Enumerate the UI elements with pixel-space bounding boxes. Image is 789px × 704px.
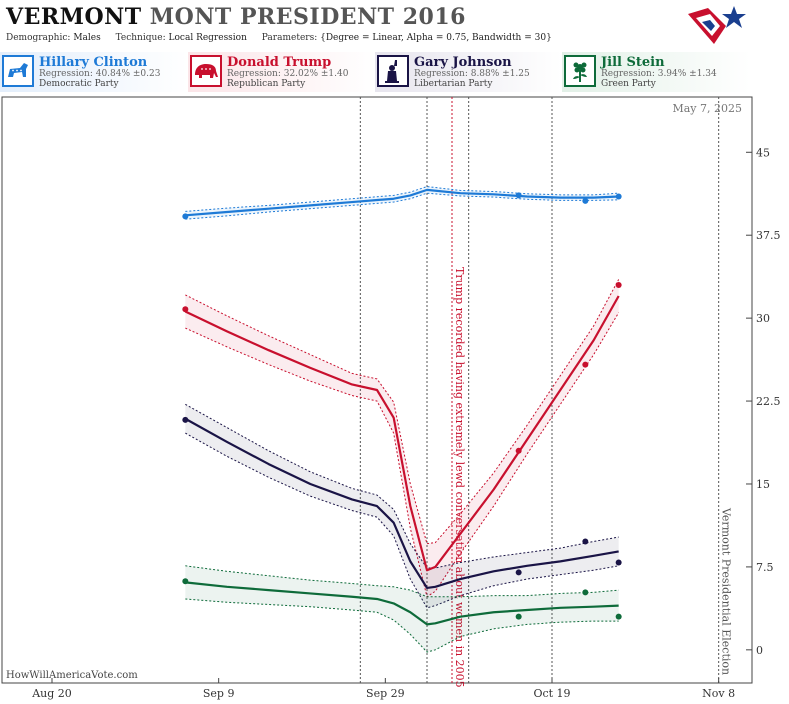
confidence-band — [185, 404, 619, 608]
watermark: HowWillAmericaVote.com — [6, 670, 138, 681]
confidence-band — [185, 186, 619, 220]
title-state: VERMONT — [6, 4, 142, 30]
candidate-regression: Regression: 3.94% ±1.34 — [601, 69, 717, 79]
poll-point — [515, 192, 522, 199]
x-tick-label: Sep 29 — [366, 687, 405, 700]
poll-point — [182, 578, 189, 585]
poll-point — [582, 361, 589, 368]
donkey-icon — [2, 55, 34, 87]
candidate-party: Libertarian Party — [414, 79, 493, 89]
flower-icon — [564, 55, 596, 87]
y-tick-label: 30 — [756, 312, 770, 325]
y-tick-label: 15 — [756, 478, 770, 491]
technique-value: Local Regression — [168, 33, 247, 43]
candidate-regression: Regression: 32.02% ±1.40 — [227, 69, 349, 79]
candidate-card-johnson: Gary Johnson Regression: 8.88% ±1.25 Lib… — [375, 52, 563, 92]
series-line — [185, 188, 619, 217]
elephant-icon — [190, 55, 222, 87]
y-tick-label: 22.5 — [756, 395, 781, 408]
poll-point — [515, 613, 522, 620]
y-tick-label: 7.5 — [756, 561, 774, 574]
confidence-band — [185, 279, 619, 597]
band-upper — [185, 565, 619, 598]
poll-point — [582, 538, 589, 545]
plot-frame — [1, 96, 753, 684]
title-rest: MONT PRESIDENT 2016 — [149, 4, 466, 30]
candidate-party: Democratic Party — [39, 79, 119, 89]
candidate-card-trump: Donald Trump Regression: 32.02% ±1.40 Re… — [188, 52, 376, 92]
y-tick-label: 0 — [756, 644, 763, 657]
x-tick-label: Nov 8 — [702, 687, 735, 700]
event-label: Trump recorded having extremely lewd con… — [453, 267, 466, 688]
parameters-value: {Degree = Linear, Alpha = 0.75, Bandwidt… — [320, 33, 552, 43]
poll-point — [615, 281, 622, 288]
band-lower — [185, 312, 620, 598]
candidate-name: Gary Johnson — [414, 55, 512, 70]
candidate-legend: Hillary Clinton Regression: 40.84% ±0.23… — [0, 52, 789, 94]
header: VERMONT MONT PRESIDENT 2016 Demographic:… — [0, 0, 789, 52]
poll-point — [582, 197, 589, 204]
poll-point — [615, 559, 622, 566]
candidate-party: Green Party — [601, 79, 656, 89]
candidate-name: Jill Stein — [601, 55, 665, 70]
candidate-name: Hillary Clinton — [39, 55, 148, 70]
candidate-card-stein: Jill Stein Regression: 3.94% ±1.34 Green… — [562, 52, 750, 92]
y-tick-label: 37.5 — [756, 229, 781, 242]
poll-point — [182, 213, 189, 220]
demographic-value: Males — [73, 33, 101, 43]
event-label: Vermont Presidential Election — [720, 507, 733, 675]
chart-date-label: May 7, 2025 — [672, 102, 742, 115]
band-lower — [185, 432, 619, 609]
parameters-line: Demographic: Males Technique: Local Regr… — [6, 33, 564, 43]
x-tick-label: Aug 20 — [31, 687, 72, 700]
demographic-label: Demographic: — [6, 33, 71, 43]
poll-point — [515, 569, 522, 576]
poll-point — [615, 613, 622, 620]
poll-point — [182, 416, 189, 423]
band-upper — [185, 279, 620, 545]
candidate-regression: Regression: 40.84% ±0.23 — [39, 69, 161, 79]
series-line — [184, 295, 620, 572]
y-tick-label: 45 — [756, 146, 770, 159]
band-upper — [185, 403, 619, 569]
technique-label: Technique: — [115, 33, 166, 43]
candidate-name: Donald Trump — [227, 55, 332, 70]
candidate-card-clinton: Hillary Clinton Regression: 40.84% ±0.23… — [0, 52, 188, 92]
poll-point — [615, 193, 622, 200]
series-line — [185, 581, 619, 626]
candidate-regression: Regression: 8.88% ±1.25 — [414, 69, 530, 79]
band-lower — [185, 598, 619, 653]
x-tick-label: Oct 19 — [533, 687, 570, 700]
x-tick-label: Sep 9 — [203, 687, 235, 700]
poll-point — [182, 306, 189, 313]
statue-of-liberty-icon — [377, 55, 409, 87]
candidate-party: Republican Party — [227, 79, 306, 89]
poll-point — [582, 589, 589, 596]
poll-point — [515, 447, 522, 454]
site-logo-icon — [688, 6, 746, 44]
parameters-label: Parameters: — [261, 33, 318, 43]
page-title: VERMONT MONT PRESIDENT 2016 — [6, 4, 466, 30]
series-line — [184, 417, 619, 590]
